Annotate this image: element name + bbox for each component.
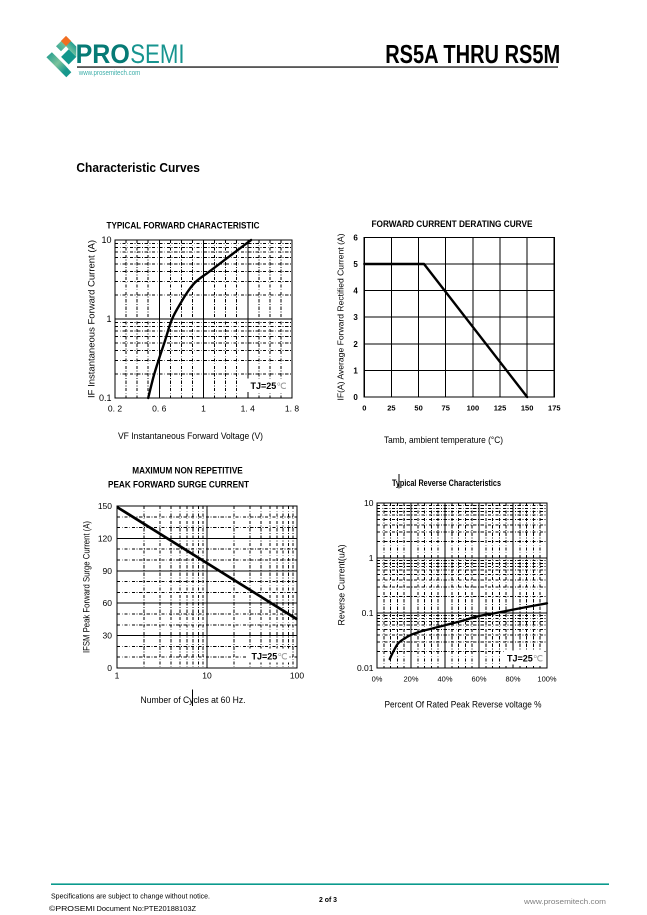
svg-text:2 of 3: 2 of 3 <box>319 897 337 904</box>
svg-text:20%: 20% <box>403 675 418 684</box>
svg-text:100%: 100% <box>537 675 557 684</box>
svg-text:0.01: 0.01 <box>357 663 374 673</box>
svg-text:1: 1 <box>353 366 358 375</box>
svg-text:0.1: 0.1 <box>362 608 374 618</box>
svg-text:90: 90 <box>103 566 113 576</box>
svg-text:0. 6: 0. 6 <box>152 404 166 414</box>
svg-text:Specifications are subject to: Specifications are subject to change wit… <box>51 891 210 900</box>
svg-text:℃: ℃ <box>278 652 288 662</box>
svg-text:3: 3 <box>353 313 358 322</box>
svg-text:TJ=25: TJ=25 <box>252 652 278 662</box>
svg-text:Typical Reverse Characteristic: Typical Reverse Characteristics <box>392 478 501 489</box>
svg-text:www.prosemitech.com: www.prosemitech.com <box>78 68 140 77</box>
svg-text:SEMI: SEMI <box>130 39 184 69</box>
svg-text:80%: 80% <box>505 675 520 684</box>
svg-text:150: 150 <box>98 501 112 511</box>
svg-text:40%: 40% <box>437 675 452 684</box>
svg-text:150: 150 <box>521 404 534 413</box>
svg-text:4: 4 <box>353 287 358 296</box>
svg-text:1. 4: 1. 4 <box>241 404 255 414</box>
svg-text:2: 2 <box>353 340 358 349</box>
svg-text:Tamb, ambient temperature (°C): Tamb, ambient temperature (°C) <box>384 435 503 446</box>
svg-text:6: 6 <box>353 233 358 242</box>
svg-text:10: 10 <box>202 671 212 681</box>
svg-text:1: 1 <box>201 404 206 414</box>
svg-text:0. 2: 0. 2 <box>108 404 122 414</box>
svg-text:0%: 0% <box>372 675 383 684</box>
svg-text:TYPICAL FORWARD CHARACTERISTIC: TYPICAL FORWARD CHARACTERISTIC <box>107 221 260 232</box>
svg-text:TJ=25: TJ=25 <box>251 381 277 391</box>
svg-text:125: 125 <box>494 404 507 413</box>
svg-text:FORWARD CURRENT DERATING CURVE: FORWARD CURRENT DERATING CURVE <box>372 219 533 230</box>
svg-text:60%: 60% <box>471 675 486 684</box>
svg-text:0.1: 0.1 <box>99 393 112 403</box>
svg-text:℃: ℃ <box>533 654 543 664</box>
svg-text:PRO: PRO <box>76 39 130 69</box>
svg-text:25: 25 <box>387 404 395 413</box>
svg-text:www.prosemitech.com: www.prosemitech.com <box>523 897 606 906</box>
svg-text:0: 0 <box>353 393 358 402</box>
svg-text:1. 8: 1. 8 <box>285 404 299 414</box>
svg-text:75: 75 <box>442 404 450 413</box>
svg-text:5: 5 <box>353 260 358 269</box>
svg-text:Document No:PTE20188103Z: Document No:PTE20188103Z <box>97 904 197 913</box>
svg-text:30: 30 <box>103 631 113 641</box>
svg-text:100: 100 <box>290 671 304 681</box>
svg-text:1: 1 <box>115 671 120 681</box>
svg-text:100: 100 <box>467 404 480 413</box>
svg-text:IF(A) Average Forward Rectifie: IF(A) Average Forward Rectified Current … <box>336 233 346 400</box>
svg-text:0: 0 <box>362 404 366 413</box>
svg-text:TJ=25: TJ=25 <box>507 654 533 664</box>
svg-text:120: 120 <box>98 533 112 543</box>
svg-text:Percent Of Rated Peak Reverse: Percent Of Rated Peak Reverse voltage % <box>385 700 542 711</box>
svg-text:10: 10 <box>101 235 111 245</box>
svg-text:©PROSEMI: ©PROSEMI <box>49 904 95 913</box>
svg-text:MAXIMUM NON REPETITIVE: MAXIMUM NON REPETITIVE <box>132 466 243 477</box>
svg-text:50: 50 <box>414 404 422 413</box>
svg-text:VF Instantaneous Forward Volt: VF Instantaneous Forward Voltage (V) <box>118 431 263 442</box>
svg-text:60: 60 <box>103 598 113 608</box>
svg-text:1: 1 <box>369 553 374 563</box>
svg-text:0: 0 <box>107 663 112 673</box>
svg-text:Characteristic Curves: Characteristic Curves <box>76 160 199 175</box>
svg-text:1: 1 <box>106 314 111 324</box>
svg-text:RS5A THRU RS5M: RS5A THRU RS5M <box>385 39 560 69</box>
svg-text:℃: ℃ <box>277 381 287 391</box>
svg-text:10: 10 <box>364 498 374 508</box>
svg-text:IFSM Peak Forward Surge Curre: IFSM Peak Forward Surge Current (A) <box>82 521 92 653</box>
svg-text:175: 175 <box>548 404 561 413</box>
svg-text:PEAK FORWARD SURGE CURRENT: PEAK FORWARD SURGE CURRENT <box>108 480 249 491</box>
svg-text:IF Instantaneous Forward Curre: IF Instantaneous Forward Current (A) <box>87 240 97 398</box>
svg-text:Reverse Current(uA): Reverse Current(uA) <box>337 545 347 626</box>
